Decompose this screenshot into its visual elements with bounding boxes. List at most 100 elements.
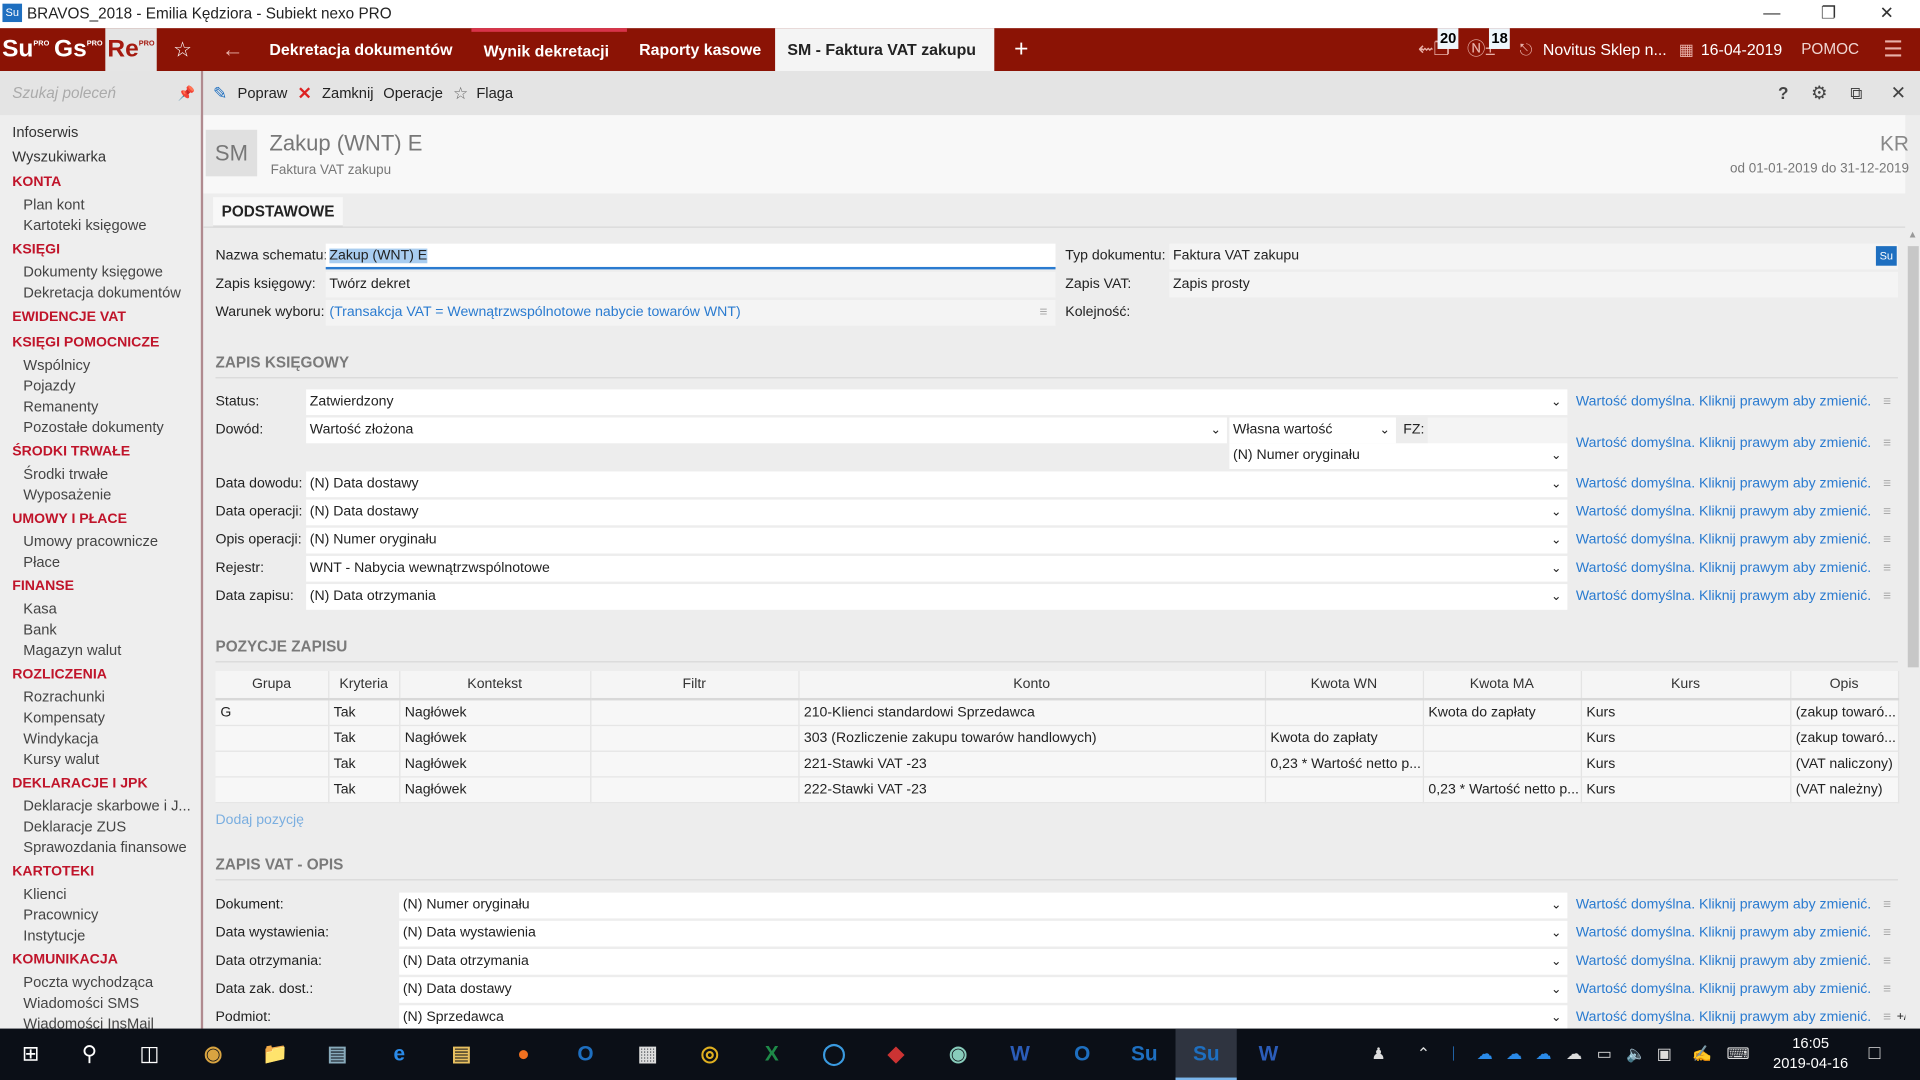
edge-icon[interactable]: e [393,1042,406,1066]
sidebar-item[interactable]: Rozrachunki [23,688,105,706]
excel-icon[interactable]: X [764,1042,779,1066]
anydesk-icon[interactable]: ◆ [887,1042,904,1066]
table-cell[interactable]: Kwota do zapłaty [1264,724,1424,752]
table-cell[interactable] [1264,776,1424,803]
row-select[interactable]: (N) Numer oryginału ⌄ [306,527,1568,554]
row-menu-icon[interactable]: ≡ [1883,897,1892,913]
column-header[interactable]: Kurs [1580,671,1791,701]
fiscal-printer-label[interactable]: Novitus Sklep n... [1542,40,1667,59]
sidebar-item[interactable]: Plan kont [23,195,85,214]
column-header[interactable]: Opis [1790,671,1899,701]
table-cell[interactable]: Tak [328,699,400,726]
table-row[interactable]: Tak Nagłówek 222-Stawki VAT -23 0,23 * Wart… [215,776,1899,803]
proof-number-select[interactable]: (N) Numer oryginału ⌄ [1229,443,1568,469]
row-menu-icon[interactable]: ≡ [1883,560,1892,576]
table-cell[interactable] [590,750,799,777]
table-cell[interactable]: Kwota do zapłaty [1422,699,1582,726]
table-cell[interactable]: 303 (Rozliczenie zakupu towarów handlowy… [798,724,1266,752]
chrome-icon[interactable]: ◎ [700,1042,719,1066]
proof-mode-select[interactable]: Własna wartość ⌄ [1229,417,1396,444]
onedrive-icon[interactable]: ☁ [1506,1044,1523,1063]
scheme-name-input[interactable]: Zakup (WNT) E [325,243,1056,270]
minimize-icon[interactable]: — [1763,2,1781,23]
row-select[interactable]: (N) Data wystawienia ⌄ [399,920,1568,947]
table-cell[interactable] [1422,724,1582,752]
pin-icon[interactable]: 📌 [177,86,196,102]
table-cell[interactable] [1422,750,1582,777]
sidebar-item[interactable]: Deklaracje skarbowe i J... [23,797,191,815]
table-cell[interactable]: G [215,699,329,726]
sidebar-item[interactable]: Dekretacja dokumentów [23,284,181,302]
table-cell[interactable]: 0,23 * Wartość netto p... [1422,776,1582,803]
subiekt-icon[interactable]: Su [1130,1042,1158,1066]
default-value-hint[interactable]: Wartość domyślna. Kliknij prawym aby zmi… [1575,953,1872,969]
sidebar-item[interactable]: Kompensaty [23,708,105,727]
hamburger-menu-icon[interactable]: ☰ [1883,36,1904,62]
sidebar-item[interactable]: Wiadomości InsMail [23,1015,154,1029]
proof-default-hint[interactable]: Wartość domyślna. Kliknij prawym aby zmi… [1575,435,1872,451]
folder-icon[interactable]: ▤ [451,1042,472,1066]
search-icon[interactable]: ⚲ [81,1042,98,1066]
proof-select[interactable]: Wartość złożona ⌄ [306,417,1227,444]
notifications-icon[interactable]: □ [1868,1043,1881,1065]
table-row[interactable]: Tak Nagłówek 303 (Rozliczenie zakupu towar… [215,724,1899,752]
table-row[interactable]: Tak Nagłówek 221-Stawki VAT -23 0,23 * Wart… [215,750,1899,777]
flag-button[interactable]: Flaga [476,84,514,102]
edit-button[interactable]: Popraw [237,84,288,102]
onedrive-icon[interactable]: ☁ [1535,1044,1552,1063]
row-menu-icon[interactable]: ≡ [1883,476,1892,492]
scanner-icon[interactable]: ▤ [327,1042,348,1066]
column-header[interactable]: Kwota MA [1422,671,1582,701]
sidebar-item[interactable]: Kursy walut [23,750,100,768]
sidebar-item[interactable]: Sprawozdania finansowe [23,838,187,856]
globe-icon[interactable]: ◉ [948,1042,968,1066]
people-icon[interactable]: ♟ [1371,1044,1386,1063]
sidebar-item[interactable]: Klienci [23,885,67,903]
teamviewer-icon[interactable]: ◯ [822,1042,846,1066]
calculator-icon[interactable]: ▦ [637,1042,658,1066]
table-cell[interactable] [590,776,799,803]
default-value-hint[interactable]: Wartość domyślna. Kliknij prawym aby zmi… [1575,982,1872,997]
app-gestor-button[interactable]: GsPRO [54,35,103,63]
operations-button[interactable]: Operacje [383,84,443,102]
hp-icon[interactable]: ◉ [203,1042,223,1066]
row-select[interactable]: (N) Data otrzymania ⌄ [399,948,1568,975]
euro-icon[interactable]: Ⓝ± [1466,39,1496,61]
help-icon[interactable]: ? [1777,83,1789,103]
sidebar-item[interactable]: Windykacja [23,729,99,747]
sidebar-item[interactable]: Umowy pracownicze [23,532,159,550]
table-cell[interactable]: (VAT naliczony) [1790,750,1899,777]
close-window-icon[interactable]: ✕ [1879,2,1894,23]
table-cell[interactable] [1264,699,1424,726]
default-value-hint[interactable]: Wartość domyślna. Kliknij prawym aby zmi… [1575,476,1872,492]
sidebar-item[interactable]: Wspólnicy [23,356,91,374]
table-cell[interactable]: Kurs [1580,724,1791,752]
condition-menu-icon[interactable]: ≡ [1039,304,1048,320]
table-cell[interactable]: Tak [328,750,400,777]
status-select[interactable]: Zatwierdzony ⌄ [306,389,1568,416]
sidebar-item[interactable]: Instytucje [23,926,86,945]
table-cell[interactable]: Tak [328,724,400,752]
doctype-field[interactable]: Faktura VAT zakupu [1169,243,1898,270]
row-menu-icon[interactable]: ≡ [1883,953,1892,969]
proof-menu-icon[interactable]: ≡ [1883,435,1892,451]
new-tab-plus-icon[interactable]: + [1014,35,1029,63]
sidebar-item[interactable]: Infoserwis [12,123,79,141]
row-select[interactable]: (N) Data dostawy ⌄ [306,499,1568,526]
sidebar-item[interactable]: Poczta wychodząca [23,973,154,991]
column-header[interactable]: Kontekst [399,671,591,701]
table-cell[interactable]: Nagłówek [399,699,591,726]
scrollbar-thumb[interactable] [1907,246,1919,668]
command-search-input[interactable]: Szukaj poleceń [0,71,201,116]
row-select[interactable]: (N) Data dostawy ⌄ [399,977,1568,1003]
row-menu-icon[interactable]: ≡ [1883,532,1892,548]
row-select[interactable]: (N) Numer oryginału ⌄ [399,892,1568,919]
app-rewizor-button[interactable]: RePRO [105,28,157,72]
table-cell[interactable]: (zakup towaró... [1790,699,1899,726]
keyboard-icon[interactable]: ⌨ [1726,1044,1750,1063]
row-select[interactable]: WNT - Nabycia wewnątrzwspólnotowe ⌄ [306,555,1568,582]
sync-cloud-icon[interactable]: ☁ [1566,1044,1583,1063]
column-header[interactable]: Kryteria [328,671,400,701]
sidebar-item[interactable]: Deklaracje ZUS [23,817,127,836]
pen-icon[interactable]: ✍ [1692,1044,1713,1063]
